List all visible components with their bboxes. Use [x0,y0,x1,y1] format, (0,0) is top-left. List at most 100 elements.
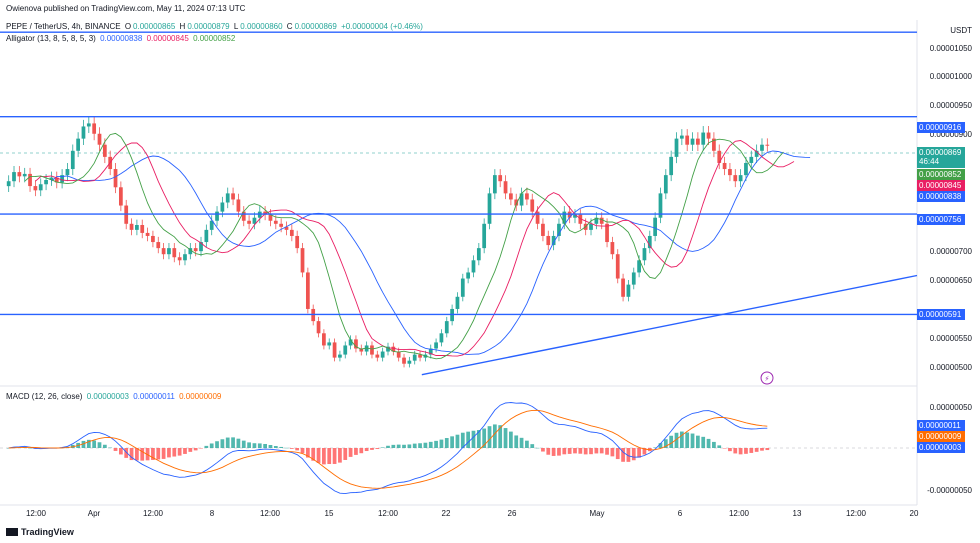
macd-histogram-bar [530,444,535,448]
macd-histogram-bar [519,437,524,448]
candle-body [717,150,722,163]
macd-histogram-bar [172,448,177,457]
macd-histogram-bar [679,431,684,448]
candle-body [375,354,380,358]
macd-histogram-bar [332,448,337,464]
candle-body [653,217,658,236]
candle-body [525,193,529,200]
macd-histogram-bar [728,448,732,452]
candle-body [738,175,743,182]
candle-body [455,296,460,309]
macd-histogram-bar [428,441,433,448]
candle-body [17,172,22,177]
macd-histogram-bar [599,448,604,454]
macd-histogram-bar [754,448,759,452]
candle-body [161,248,166,255]
candle-body [744,162,748,176]
macd-histogram-bar [167,448,171,458]
price-tick: 0.00000700 [929,247,972,256]
badge-jaw: 0.00000838 [917,191,965,202]
macd-histogram-bar [621,448,625,462]
candle-body [370,345,374,355]
candle-body [487,193,492,224]
macd-histogram-bar [391,444,396,448]
ohlc-low: 0.00000860 [240,22,283,31]
price-tick: 0.00000550 [929,334,972,343]
macd-histogram-bar [706,438,711,448]
candle-body [386,346,390,352]
macd-histogram-bar [311,448,316,461]
macd-histogram-bar [295,448,300,451]
macd-histogram-bar [97,442,102,448]
tradingview-logo[interactable]: TradingView [6,527,74,537]
candle-body [215,211,219,221]
candle-body [599,217,604,224]
event-marker-icon[interactable] [760,371,774,385]
candle-body [498,175,503,182]
macd-histogram-bar [573,448,577,454]
macd-histogram-bar [701,436,706,448]
macd-histogram-bar [535,447,540,449]
candle-body [444,321,449,334]
candle-body [172,248,177,258]
candle-body [6,181,11,187]
candle-body [760,144,764,151]
time-tick: 12:00 [728,509,750,518]
macd-histogram-bar [567,448,572,454]
candle-body [300,248,305,273]
macd-histogram-bar [156,448,161,460]
candle-body [12,172,16,182]
macd-histogram-bar [402,444,406,448]
macd-histogram-bar [113,448,118,451]
ohlc-open: 0.00000865 [133,22,176,31]
candle-body [696,138,700,145]
macd-histogram-bar [594,448,599,454]
price-tick: 0.00000950 [929,101,972,110]
macd-histogram-bar [637,448,641,458]
candle-body [428,348,433,355]
candle-body [519,193,524,206]
candle-body [49,177,54,180]
candle-body [305,272,310,309]
candle-body [97,133,102,145]
levels-group [0,31,918,376]
macd-line [8,402,768,495]
macd-histogram-bar [86,439,91,448]
macd-histogram-bar [685,432,690,448]
macd-histogram-bar [375,448,380,449]
macd-histogram-bar [92,440,97,448]
candle-body [204,229,209,243]
candle-body [22,173,27,177]
macd-histogram-bar [455,434,460,448]
candle-body [754,150,759,157]
time-tick: 8 [209,509,215,518]
candle-body [573,214,577,218]
alligator-label[interactable]: Alligator (13, 8, 5, 8, 5, 3) [6,34,96,43]
candle-body [690,138,695,145]
macd-label[interactable]: MACD (12, 26, close) [6,392,83,401]
candle-body [615,254,620,279]
candle-body [701,132,706,145]
symbol-title[interactable]: PEPE / TetherUS, 4h, BINANCE [6,22,121,31]
candle-body [749,156,754,163]
candle-body [295,235,300,249]
macd-histogram-bar [300,448,305,454]
time-tick: 12:00 [377,509,399,518]
macd-histogram-bar [551,448,556,456]
time-tick: 20 [909,509,919,518]
candle-body [263,211,267,215]
macd-histogram-bar [231,437,235,448]
candle-body [679,135,684,139]
candle-body [28,173,32,187]
badge-signal: 0.00000009 [917,431,965,442]
alligator-group [24,132,811,360]
macd-histogram-bar [605,448,609,455]
macd-histogram-bar [509,431,513,448]
macd-line-header: MACD (12, 26, close) 0.00000003 0.000000… [6,392,223,401]
candle-body [102,144,107,157]
candle-body [118,187,123,206]
alligator-teeth-line [35,140,795,357]
time-tick: Apr [87,509,101,518]
candle-body [610,242,615,255]
